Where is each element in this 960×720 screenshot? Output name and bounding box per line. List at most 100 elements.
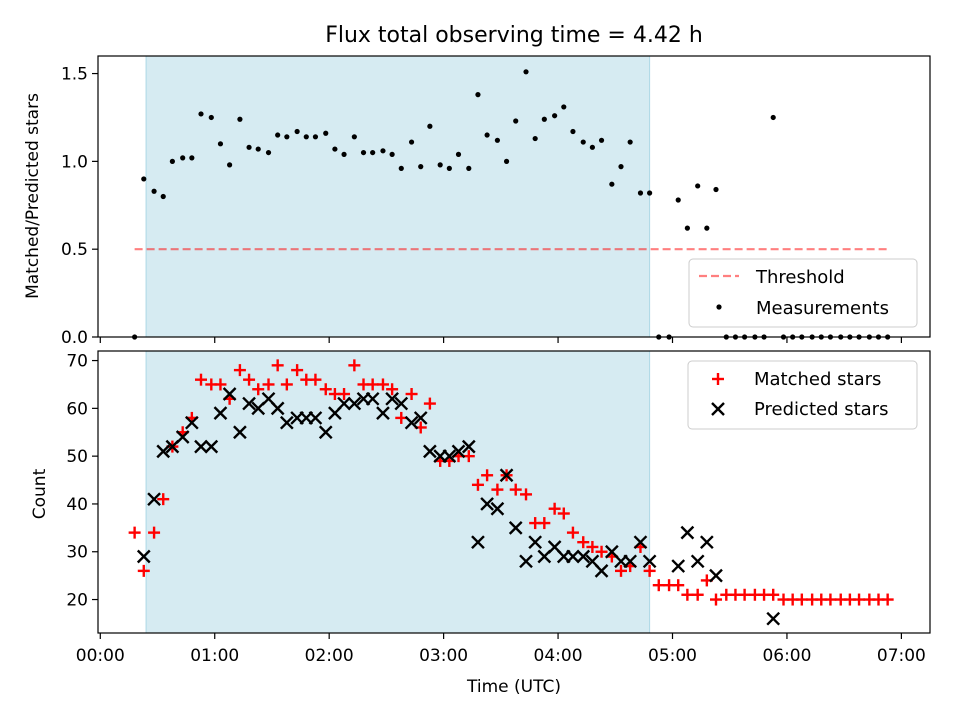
- matched-stars-point: [471, 478, 484, 491]
- measurement-point: [618, 164, 624, 170]
- predicted-stars-point: [566, 549, 580, 564]
- top-y-tick-label: 0.5: [61, 240, 88, 260]
- measurement-point: [332, 146, 338, 152]
- measurement-point: [598, 137, 605, 143]
- top-legend-box: [688, 258, 918, 328]
- top-legend: Threshold Measurements: [688, 258, 918, 328]
- measurement-point: [513, 118, 519, 124]
- matched-stars-point: [233, 364, 246, 377]
- measurement-point: [637, 190, 644, 196]
- measurement-point: [389, 151, 395, 157]
- measurement-point: [208, 114, 214, 121]
- matched-stars-point: [681, 588, 694, 601]
- matched-stars-point: [595, 545, 608, 558]
- matched-stars-point: [615, 564, 628, 577]
- x-tick-label: 06:00: [762, 646, 811, 666]
- figure-title: Flux total observing time = 4.42 h: [325, 23, 703, 48]
- measurement-point: [217, 141, 224, 147]
- predicted-stars-point: [147, 492, 161, 507]
- measurement-point: [503, 158, 510, 164]
- matched-stars-point: [423, 397, 436, 410]
- measurements-legend-label: Measurements: [756, 298, 889, 319]
- predicted-stars-point: [376, 406, 390, 420]
- measurement-point: [237, 116, 243, 122]
- bottom-y-tick-label: 60: [66, 399, 88, 419]
- measurement-point: [380, 148, 386, 154]
- matched-stars-point: [586, 540, 599, 553]
- matched-stars-point: [148, 526, 161, 539]
- top-y-tick-label: 0.0: [61, 328, 88, 348]
- measurement-point: [275, 132, 281, 138]
- matched-stars-legend-label: Matched stars: [754, 369, 881, 390]
- measurement-point: [684, 225, 690, 231]
- measurement-point: [580, 139, 586, 145]
- bottom-y-tick-label: 50: [66, 447, 88, 467]
- predicted-stars-point: [423, 444, 437, 459]
- x-axis-label: Time (UTC): [466, 677, 561, 697]
- measurement-point: [408, 139, 415, 145]
- matched-stars-point: [767, 588, 780, 601]
- x-tick-label: 00:00: [76, 646, 125, 666]
- x-tick-label: 01:00: [190, 646, 239, 666]
- matched-stars-point: [338, 388, 351, 401]
- predicted-stars-point: [480, 497, 494, 511]
- measurement-point: [151, 188, 157, 194]
- matched-stars-point: [824, 593, 837, 606]
- predicted-stars-point: [242, 396, 256, 411]
- matched-stars-point: [348, 359, 361, 372]
- measurement-point: [141, 176, 147, 182]
- x-tick-label: 07:00: [877, 646, 926, 666]
- matched-stars-point: [491, 483, 504, 496]
- matched-stars-point: [319, 383, 332, 396]
- predicted-stars-point: [576, 549, 591, 564]
- matched-stars-point: [366, 378, 379, 391]
- measurement-point: [189, 155, 195, 161]
- matched-stars-point: [405, 388, 418, 401]
- measurement-point: [312, 134, 319, 140]
- bottom-legend: Matched stars Predicted stars: [687, 360, 918, 430]
- matched-stars-point: [509, 483, 522, 496]
- measurement-point: [427, 123, 433, 129]
- bottom-legend-box: [687, 360, 918, 430]
- predicted-stars-point: [471, 535, 485, 550]
- bottom-y-tick-label: 20: [66, 591, 88, 611]
- predicted-stars-point: [680, 525, 695, 540]
- measurement-point: [647, 190, 653, 196]
- predicted-stars-point: [213, 406, 228, 420]
- measurement-point: [609, 181, 615, 187]
- predicted-stars-point: [204, 439, 219, 454]
- matched-stars-point: [643, 564, 656, 577]
- predicted-stars-point: [633, 535, 648, 550]
- measurement-point: [323, 130, 329, 136]
- matched-stars-point: [557, 507, 570, 520]
- matched-stars-point: [691, 588, 704, 601]
- matched-stars-point: [280, 378, 293, 391]
- measurement-point: [255, 146, 261, 152]
- measurement-point: [494, 137, 501, 143]
- measurement-point: [713, 186, 719, 193]
- predicted-stars-point: [461, 439, 476, 454]
- measurement-point: [570, 128, 576, 135]
- matched-stars-point: [577, 536, 590, 549]
- measurement-point: [675, 197, 681, 203]
- predicted-stars-point: [690, 554, 705, 569]
- measurement-point: [446, 165, 452, 171]
- matched-stars-point: [262, 378, 275, 391]
- predicted-stars-point: [404, 415, 419, 430]
- measurement-point: [627, 139, 633, 145]
- matched-stars-point: [538, 517, 551, 530]
- matched-stars-point: [652, 579, 665, 592]
- measurement-point: [589, 144, 595, 150]
- predicted-stars-point: [365, 391, 380, 406]
- predicted-stars-point: [594, 564, 609, 578]
- measurement-point: [466, 165, 472, 171]
- predicted-stars-point: [156, 444, 171, 459]
- predicted-stars-point: [490, 501, 505, 516]
- measurement-point: [351, 134, 357, 140]
- matched-stars-point: [795, 593, 808, 606]
- matched-stars-point: [853, 593, 866, 606]
- measurement-point: [169, 158, 175, 164]
- predicted-stars-point: [699, 535, 714, 550]
- predicted-stars-point: [623, 554, 638, 569]
